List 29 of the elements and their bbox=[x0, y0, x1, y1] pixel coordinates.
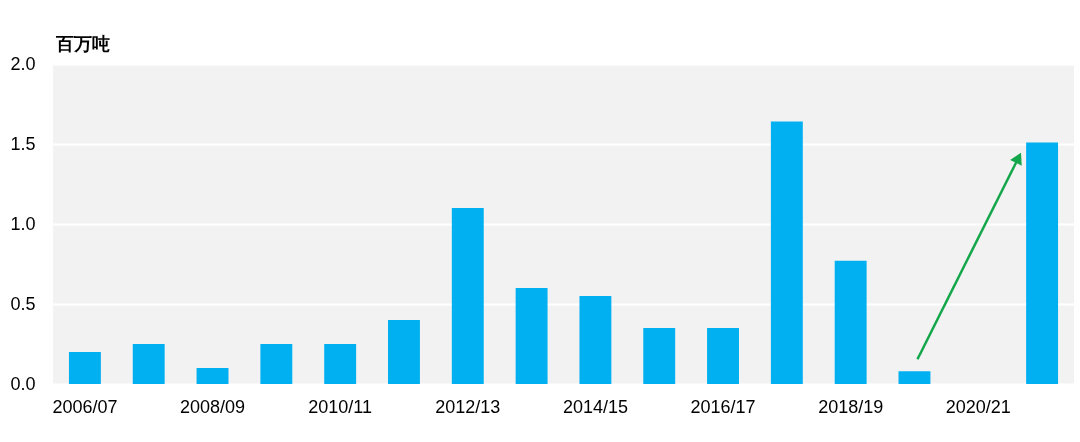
y-tick-label: 0.0 bbox=[10, 373, 36, 394]
x-tick-label: 2010/11 bbox=[308, 396, 373, 417]
y-tick-label: 1.0 bbox=[10, 213, 36, 234]
bar bbox=[898, 371, 931, 384]
bar bbox=[770, 121, 803, 384]
bar bbox=[515, 288, 548, 384]
bar bbox=[388, 320, 420, 384]
bar bbox=[451, 208, 484, 384]
y-axis-title: 百万吨 bbox=[54, 33, 110, 54]
bar bbox=[1026, 142, 1059, 384]
x-tick-label: 2008/09 bbox=[179, 396, 246, 417]
x-tick-label: 2020/21 bbox=[945, 396, 1011, 417]
x-tick-label: 2014/15 bbox=[562, 396, 628, 417]
x-tick-label: 2006/07 bbox=[52, 396, 118, 417]
bar bbox=[196, 368, 229, 384]
y-tick-label: 2.0 bbox=[10, 53, 36, 74]
y-tick-label: 1.5 bbox=[10, 133, 36, 154]
bar bbox=[324, 344, 357, 384]
y-tick-label: 0.5 bbox=[10, 293, 36, 314]
x-tick-label: 2012/13 bbox=[435, 396, 501, 417]
bar bbox=[834, 260, 867, 384]
bar bbox=[260, 344, 293, 384]
x-tick-label: 2018/19 bbox=[818, 396, 884, 417]
x-tick-label: 2016/17 bbox=[690, 396, 756, 417]
bar bbox=[643, 328, 676, 384]
bar bbox=[68, 352, 101, 384]
bar bbox=[132, 344, 165, 384]
bar bbox=[579, 296, 612, 384]
bar bbox=[707, 328, 739, 384]
